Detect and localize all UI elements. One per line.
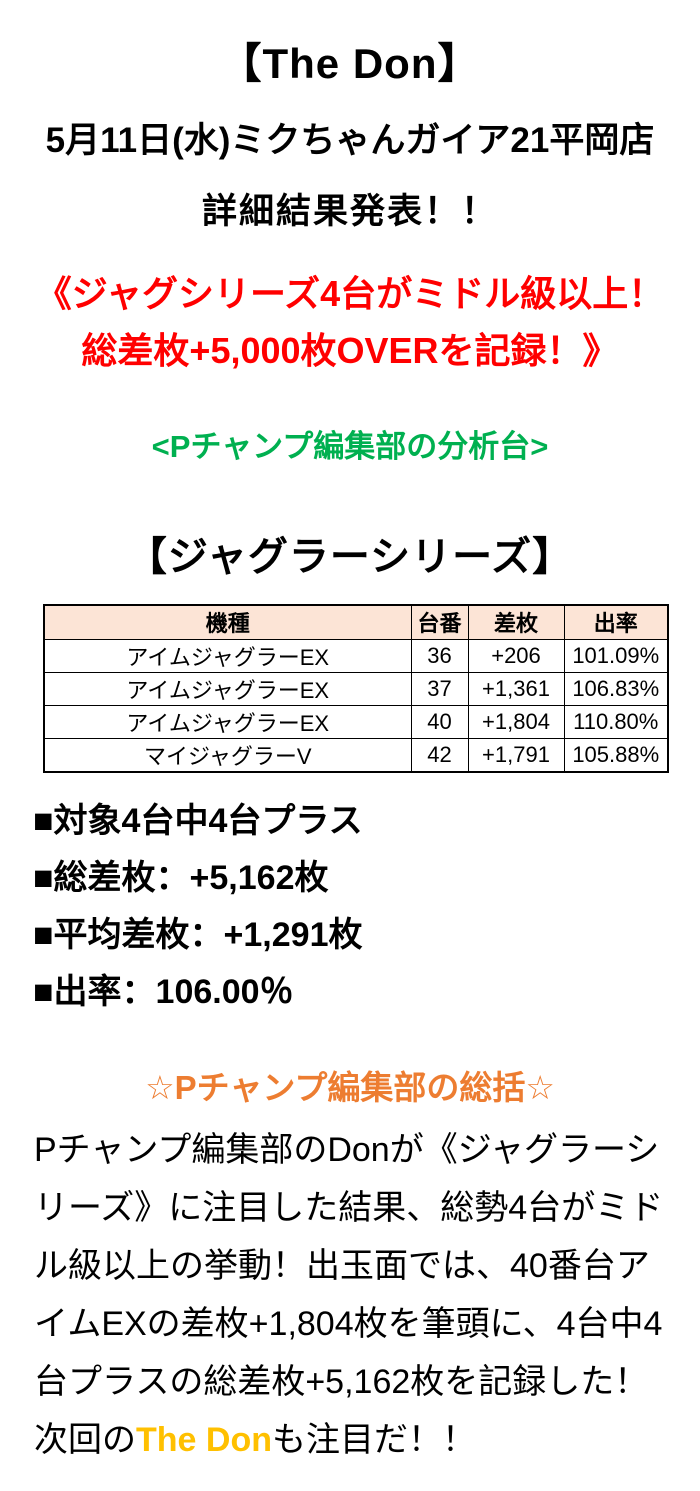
stat-plus-units: ■対象4台中4台プラス [33,802,363,840]
stat-average-diff: ■平均差枚：+1,291枚 [33,916,363,954]
cell-model: アイムジャグラーEX [43,638,412,673]
cell-unit-number: 42 [410,737,469,772]
column-header-payout-rate: 出率 [563,604,669,640]
summary-last-line-suffix: も注目だ！！ [271,1421,476,1459]
cell-model: マイジャグラーV [43,737,412,772]
summary-text-line: イムEXの差枚+1,804枚を筆頭に、4台中4 [34,1305,663,1343]
stat-payout-rate: ■出率：106.00％ [33,973,294,1011]
cell-payout-rate: 106.83% [563,671,669,706]
table-row: アイムジャグラーEX 36 +206 101.09% [43,638,669,673]
series-section-title: 【ジャグラーシリーズ】 [126,535,574,579]
summary-text-line: リーズ》に注目した結果、総勢4台がミド [34,1189,664,1227]
column-header-diff-medals: 差枚 [467,604,565,640]
column-header-model: 機種 [43,604,412,640]
venue-date-line: 5月11日(水)ミクちゃんガイア21平岡店 [45,121,655,160]
the-don-brand-highlight: The Don [136,1421,272,1459]
cell-model: アイムジャグラーEX [43,671,412,706]
cell-diff-medals: +1,791 [467,737,565,772]
cell-diff-medals: +206 [467,638,565,673]
summary-text-line: Pチャンプ編集部のDonが《ジャグラーシ [34,1131,660,1169]
cell-unit-number: 40 [410,704,469,739]
analysis-tag: <Pチャンプ編集部の分析台> [151,429,549,464]
column-header-unit-number: 台番 [410,604,469,640]
summary-last-line-prefix: 次回の [34,1421,136,1459]
table-row: マイジャグラーV 42 +1,791 105.88% [43,737,669,772]
results-table: 機種 台番 差枚 出率 アイムジャグラーEX 36 +206 101.09% ア… [43,604,669,773]
cell-unit-number: 36 [410,638,469,673]
cell-payout-rate: 101.09% [563,638,669,673]
results-announcement-line: 詳細結果発表！！ [201,192,498,231]
cell-payout-rate: 105.88% [563,737,669,772]
cell-diff-medals: +1,361 [467,671,565,706]
cell-unit-number: 37 [410,671,469,706]
table-row: アイムジャグラーEX 40 +1,804 110.80% [43,704,669,739]
stat-total-diff: ■総差枚：+5,162枚 [33,859,329,897]
summary-text-line-last: 次回のThe Donも注目だ！！ [34,1412,694,1461]
table-header-row: 機種 台番 差枚 出率 [43,604,669,640]
summary-text-line: ル級以上の挙動！出玉面では、40番台ア [34,1247,650,1285]
cell-model: アイムジャグラーEX [43,704,412,739]
summary-text-line: 台プラスの総差枚+5,162枚を記録した！ [34,1363,649,1401]
cell-diff-medals: +1,804 [467,704,565,739]
table-row: アイムジャグラーEX 37 +1,361 106.83% [43,671,669,706]
summary-heading: ☆Pチャンプ編集部の総括☆ [145,1069,555,1106]
highlight-headline-line-2: 総差枚+5,000枚OVERを記録！》 [81,330,619,371]
cell-payout-rate: 110.80% [563,704,669,739]
highlight-headline-line-1: 《ジャグシリーズ4台がミドル級以上！ [35,273,665,314]
page-title: 【The Don】 [219,40,481,87]
